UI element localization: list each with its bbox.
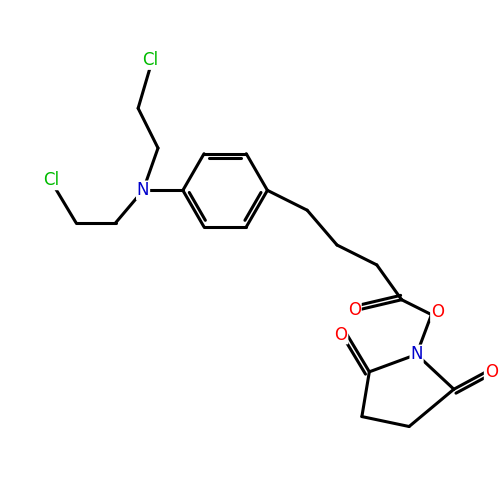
Text: N: N: [410, 346, 423, 364]
Text: Cl: Cl: [43, 172, 59, 190]
Text: N: N: [137, 182, 149, 200]
Text: O: O: [348, 300, 361, 318]
Text: O: O: [484, 363, 498, 381]
Text: Cl: Cl: [142, 51, 158, 69]
Text: O: O: [334, 326, 347, 344]
Text: O: O: [431, 303, 444, 321]
